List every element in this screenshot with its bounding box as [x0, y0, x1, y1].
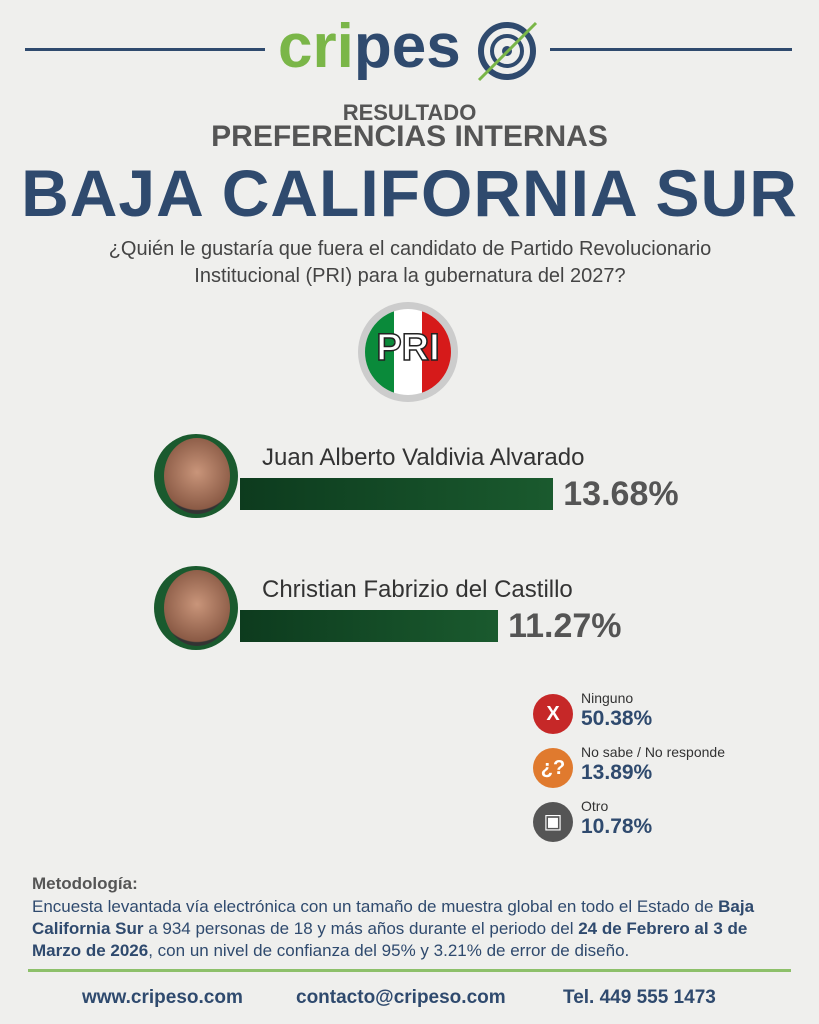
- party-name: PRI: [376, 327, 439, 369]
- answer-value: 50.38%: [581, 707, 653, 730]
- footer-item: contacto@cripeso.com: [296, 987, 506, 1008]
- photo: [154, 566, 238, 650]
- rule: [550, 48, 792, 51]
- methodology-segment: Encuesta levantada vía electrónica con u…: [32, 897, 719, 916]
- answer-label: Ninguno: [581, 690, 634, 706]
- logo-target: [477, 21, 538, 82]
- footer-item: Tel. 449 555 1473: [563, 987, 716, 1008]
- value-label: 11.27%: [508, 607, 622, 645]
- candidate-name: Christian Fabrizio del Castillo: [262, 576, 573, 603]
- rule: [28, 969, 791, 972]
- answer-value: 10.78%: [581, 815, 653, 838]
- candidate-name: Juan Alberto Valdivia Alvarado: [262, 444, 585, 471]
- answer-icon: X: [533, 694, 573, 734]
- answer-icon: ¿?: [533, 748, 573, 788]
- photo-face: [164, 438, 230, 514]
- photo: [154, 434, 238, 518]
- logo: cripes: [278, 12, 461, 82]
- party-logo: PRI: [358, 302, 458, 402]
- rule: [25, 48, 265, 51]
- methodology-heading: Metodología:: [32, 874, 138, 893]
- methodology-segment: 24 de Febrero al 3 de Marzo de 2026: [32, 919, 748, 960]
- methodology-segment: Baja California Sur: [32, 897, 755, 938]
- answer-label: Otro: [581, 798, 609, 814]
- footer-item: www.cripeso.com: [82, 987, 243, 1008]
- photo-face: [164, 570, 230, 646]
- answer-label: No sabe / No responde: [581, 744, 725, 760]
- methodology-segment: , con un nivel de confianza del 95% y 3.…: [148, 941, 630, 960]
- subtitle: PREFERENCIAS INTERNAS: [211, 120, 608, 153]
- kicker: RESULTADO: [342, 100, 477, 125]
- methodology-segment: a 934 personas de 18 y más años durante …: [143, 919, 579, 938]
- title: BAJA CALIFORNIA SUR: [21, 156, 798, 230]
- answer-icon: ▣: [533, 802, 573, 842]
- logo-green: cri: [278, 12, 354, 81]
- answer-value: 13.89%: [581, 761, 653, 784]
- value-label: 13.68%: [563, 475, 679, 513]
- logo-blue: pes: [353, 12, 461, 81]
- bar: [240, 478, 554, 510]
- question: ¿Quién le gustaría que fuera el candidat…: [108, 238, 712, 287]
- methodology-text: Encuesta levantada vía electrónica con u…: [32, 896, 792, 962]
- bar: [240, 610, 499, 642]
